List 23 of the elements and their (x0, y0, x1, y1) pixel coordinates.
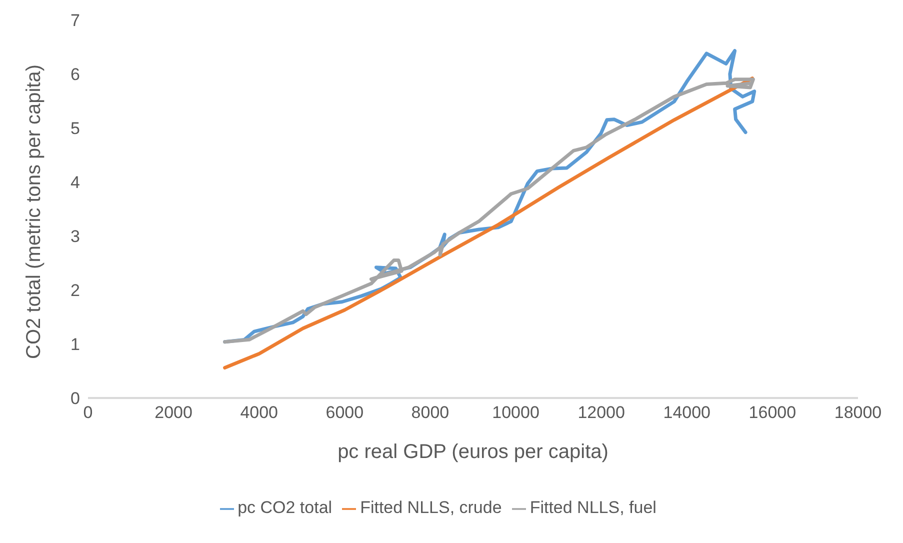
legend-label: pc CO2 total (238, 498, 332, 517)
x-tick-label: 14000 (663, 403, 711, 422)
x-tick-label: 18000 (834, 403, 882, 422)
x-tick-label: 6000 (326, 403, 364, 422)
y-tick-label: 1 (70, 335, 80, 354)
x-tick-label: 12000 (578, 403, 625, 422)
y-tick-label: 7 (70, 11, 80, 30)
x-axis-title: pc real GDP (euros per capita) (338, 441, 608, 463)
x-tick-label: 0 (83, 403, 93, 422)
x-tick-label: 10000 (492, 403, 540, 422)
x-tick-label: 16000 (748, 403, 796, 422)
y-tick-label: 2 (70, 281, 80, 300)
y-axis-title: CO2 total (metric tons per capita) (23, 64, 46, 359)
x-tick-label: 4000 (240, 403, 278, 422)
legend-label: Fitted NLLS, fuel (530, 498, 656, 517)
x-tick-label: 2000 (154, 403, 192, 422)
x-tick-label: 8000 (411, 403, 450, 422)
y-tick-label: 4 (70, 173, 80, 192)
y-tick-label: 3 (70, 227, 80, 246)
legend-label: Fitted NLLS, crude (360, 498, 502, 517)
y-tick-label: 6 (70, 65, 80, 84)
y-tick-label: 0 (70, 389, 80, 408)
y-tick-label: 5 (70, 119, 80, 138)
